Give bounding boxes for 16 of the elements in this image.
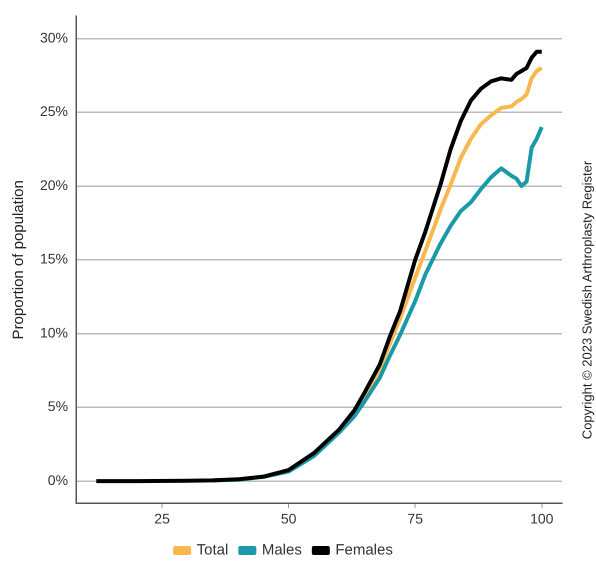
y-tick-label: 10% (40, 324, 68, 340)
x-tick-label: 75 (407, 510, 424, 526)
text: Copyright © 2023 Swedish Arthroplasty Register (580, 160, 595, 440)
y-tick-label: 25% (40, 103, 68, 120)
legend-label: Females (335, 542, 393, 559)
y-tick-label: 20% (40, 176, 68, 193)
y-tick-label: 5% (48, 398, 68, 414)
y-tick-label: 30% (40, 29, 68, 46)
x-tick-label: 50 (280, 510, 297, 526)
y-axis-title: Proportion of population (10, 180, 28, 340)
legend-label: Males (262, 542, 302, 559)
y-tick-label: 0% (48, 472, 68, 488)
legend-label: Total (196, 542, 228, 559)
y-tick-label: 15% (40, 250, 68, 267)
x-tick-label: 100 (530, 510, 554, 526)
x-tick-label: 25 (154, 510, 170, 526)
